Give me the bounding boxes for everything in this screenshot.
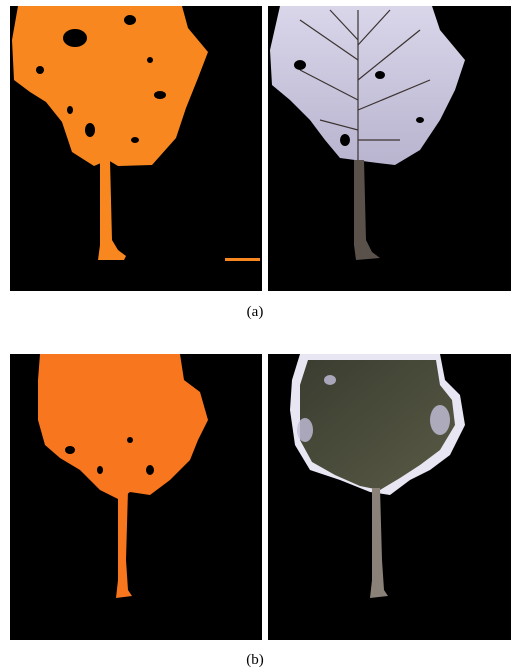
caption: (b) bbox=[246, 652, 264, 668]
panel-b-mask bbox=[10, 354, 262, 640]
panel-a-mask bbox=[10, 6, 262, 291]
figure: (a) (b) bbox=[0, 0, 511, 672]
panel-a-photo bbox=[268, 6, 511, 291]
panel-b-photo bbox=[268, 354, 511, 640]
caption: (a) bbox=[247, 304, 264, 320]
